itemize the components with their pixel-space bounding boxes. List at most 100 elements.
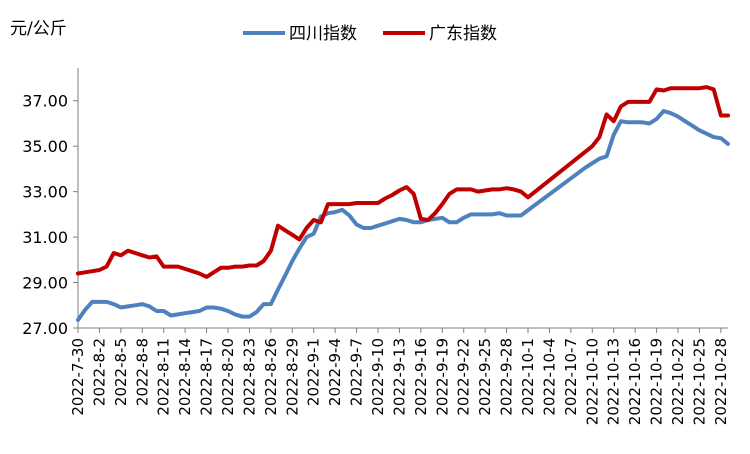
data-point xyxy=(477,191,479,193)
y-tick-label: 27.00 xyxy=(22,319,68,338)
data-point xyxy=(684,120,686,122)
data-point xyxy=(363,202,365,204)
legend-label-2: 广东指数 xyxy=(429,24,497,44)
data-point xyxy=(620,105,622,107)
data-point xyxy=(348,215,350,217)
data-point xyxy=(213,307,215,309)
data-point xyxy=(513,188,515,190)
x-tick-label: 2022-8-14 xyxy=(176,338,194,416)
x-tick-label: 2022-10-1 xyxy=(519,338,537,416)
x-tick-label: 2022-8-17 xyxy=(198,338,216,416)
data-point xyxy=(141,303,143,305)
data-point xyxy=(727,115,729,117)
x-tick-label: 2022-8-23 xyxy=(240,338,258,416)
data-point xyxy=(506,187,508,189)
data-point xyxy=(84,271,86,273)
data-point xyxy=(341,203,343,205)
legend-label-1: 四川指数 xyxy=(289,24,357,44)
x-tick-label: 2022-8-20 xyxy=(219,338,237,416)
data-point xyxy=(327,212,329,214)
data-point xyxy=(106,301,108,303)
data-point xyxy=(227,310,229,312)
data-point xyxy=(591,145,593,147)
data-point xyxy=(370,227,372,229)
data-point xyxy=(720,137,722,139)
y-tick-label: 33.00 xyxy=(22,183,68,202)
x-tick-label: 2022-9-1 xyxy=(305,338,323,406)
data-point xyxy=(406,219,408,221)
data-point xyxy=(77,319,79,321)
data-point xyxy=(170,266,172,268)
x-axis: 2022-7-30 2022-8-2 2022-8-5 2022-8-8 2022-8-… xyxy=(69,327,730,425)
data-point xyxy=(391,220,393,222)
data-point xyxy=(627,121,629,123)
data-point xyxy=(156,255,158,257)
data-point xyxy=(398,190,400,192)
data-point xyxy=(84,309,86,311)
data-point xyxy=(148,305,150,307)
x-tick-label: 2022-9-16 xyxy=(412,338,430,416)
data-point xyxy=(120,307,122,309)
data-point xyxy=(641,121,643,123)
x-tick-label: 2022-10-10 xyxy=(583,338,601,425)
x-tick-label: 2022-9-19 xyxy=(433,338,451,416)
data-point xyxy=(127,250,129,252)
y-tick-label: 31.00 xyxy=(22,228,68,247)
series-2-points xyxy=(77,86,729,278)
data-point xyxy=(427,219,429,221)
data-point xyxy=(334,203,336,205)
data-point xyxy=(663,90,665,92)
data-point xyxy=(448,221,450,223)
data-point xyxy=(120,254,122,256)
data-point xyxy=(691,125,693,127)
data-point xyxy=(198,273,200,275)
data-point xyxy=(377,225,379,227)
data-point xyxy=(170,315,172,317)
data-point xyxy=(698,129,700,131)
data-point xyxy=(234,266,236,268)
x-tick-label: 2022-10-28 xyxy=(712,338,730,425)
data-point xyxy=(163,266,165,268)
data-point xyxy=(498,188,500,190)
data-point xyxy=(384,223,386,225)
data-point xyxy=(584,167,586,169)
data-point xyxy=(313,219,315,221)
data-point xyxy=(313,233,315,235)
data-point xyxy=(727,143,729,145)
x-tick-label: 2022-7-30 xyxy=(69,338,87,416)
legend: 四川指数 广东指数 xyxy=(243,24,497,44)
data-point xyxy=(206,276,208,278)
data-point xyxy=(506,215,508,217)
data-point xyxy=(263,260,265,262)
data-point xyxy=(706,86,708,88)
data-point xyxy=(270,250,272,252)
data-point xyxy=(91,270,93,272)
data-point xyxy=(720,115,722,117)
data-point xyxy=(106,266,108,268)
data-point xyxy=(156,310,158,312)
data-point xyxy=(634,121,636,123)
data-point xyxy=(463,188,465,190)
data-point xyxy=(184,268,186,270)
data-point xyxy=(656,88,658,90)
series-line-1 xyxy=(76,109,730,322)
data-point xyxy=(448,193,450,195)
data-point xyxy=(277,288,279,290)
data-point xyxy=(270,303,272,305)
data-point xyxy=(256,265,258,267)
data-point xyxy=(527,196,529,198)
data-point xyxy=(684,87,686,89)
data-point xyxy=(298,238,300,240)
data-point xyxy=(256,311,258,313)
x-tick-label: 2022-10-4 xyxy=(540,338,558,416)
data-point xyxy=(284,275,286,277)
data-point xyxy=(656,118,658,120)
data-point xyxy=(677,87,679,89)
data-point xyxy=(127,305,129,307)
data-point xyxy=(406,186,408,188)
data-point xyxy=(341,209,343,211)
data-point xyxy=(591,162,593,164)
data-point xyxy=(191,270,193,272)
data-point xyxy=(520,215,522,217)
data-point xyxy=(363,227,365,229)
